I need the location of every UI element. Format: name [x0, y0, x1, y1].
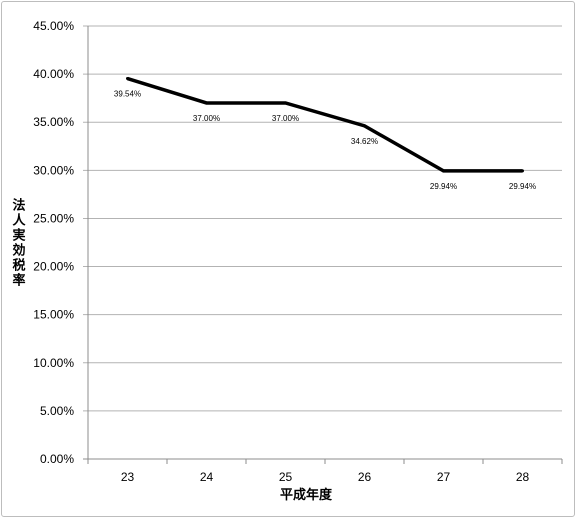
data-label: 29.94% [509, 182, 536, 191]
y-tick-label: 45.00% [33, 19, 74, 33]
y-tick-label: 35.00% [33, 115, 74, 129]
data-point [521, 169, 524, 173]
data-label: 34.62% [351, 137, 378, 146]
y-axis-title-char: 実 [12, 228, 25, 244]
x-tick-label: 26 [358, 470, 372, 484]
y-tick-label: 40.00% [33, 67, 74, 81]
x-tick-label: 28 [516, 470, 530, 484]
data-point [126, 77, 129, 81]
y-axis-title-char: 率 [12, 273, 25, 289]
data-label: 37.00% [193, 114, 220, 123]
y-tick-label: 30.00% [33, 163, 74, 177]
y-axis-ticks: 0.00% 5.00% 10.00% 15.00% 20.00% 25.00% 30.00%… [33, 19, 74, 466]
data-point [205, 101, 208, 105]
y-tick-label: 10.00% [33, 356, 74, 370]
y-tick-label: 25.00% [33, 211, 74, 225]
y-tick-label: 15.00% [33, 308, 74, 322]
y-axis-title-char: 人 [12, 213, 26, 229]
data-label: 37.00% [272, 114, 299, 123]
x-axis-title: 平成年度 [280, 487, 333, 503]
y-tick-label: 0.00% [40, 452, 74, 466]
axes [87, 26, 562, 464]
gridlines [83, 25, 562, 460]
y-axis-title-char: 税 [12, 258, 25, 274]
y-axis-title-char: 効 [12, 243, 25, 259]
data-label: 29.94% [430, 182, 457, 191]
data-label: 39.54% [114, 90, 141, 99]
data-point [363, 124, 366, 128]
x-tick-label: 24 [200, 470, 214, 484]
data-point [442, 169, 445, 173]
series-group [126, 76, 524, 173]
data-labels: 39.54% 37.00% 37.00% 34.62% 29.94% 29.94% [114, 90, 536, 191]
y-tick-label: 5.00% [40, 404, 74, 418]
x-axis-ticks: 23 24 25 26 27 28 [87, 459, 563, 484]
series-line [126, 76, 523, 173]
x-tick-label: 23 [121, 470, 135, 484]
data-point [284, 101, 287, 105]
y-axis-title-char: 法 [12, 198, 25, 214]
x-tick-label: 27 [437, 470, 451, 484]
y-tick-label: 20.00% [33, 260, 74, 274]
x-tick-label: 25 [279, 470, 293, 484]
